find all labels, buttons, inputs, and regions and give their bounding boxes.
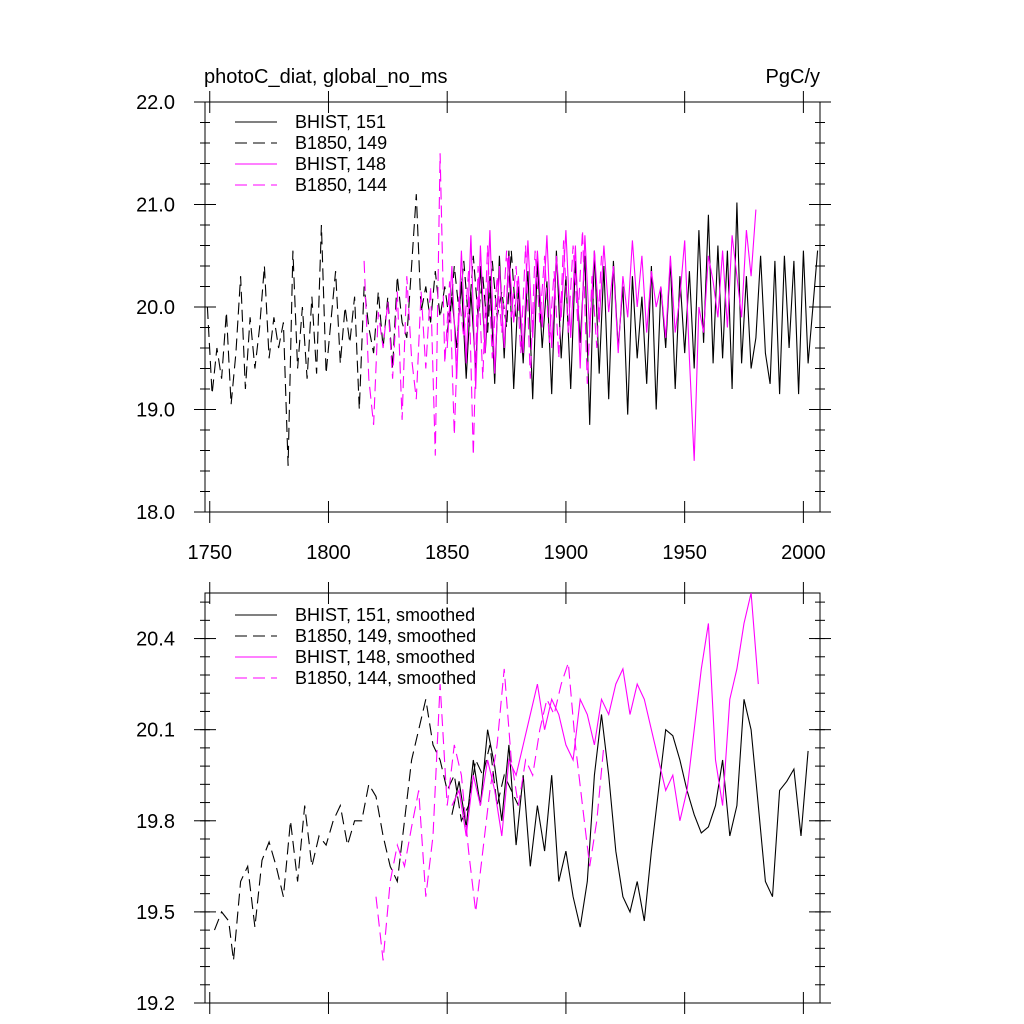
x-tick-label: 1850 [425, 542, 470, 564]
x-tick-label: 1800 [306, 542, 351, 564]
units-label: PgC/y [766, 66, 820, 88]
axes-top: 1750 1800 1850 1900 1950 2000 18.0 19.0 20.0 21.0… [136, 91, 831, 564]
x-tick-label: 1950 [662, 542, 707, 564]
top-panel: 1750 1800 1850 1900 1950 2000 18.0 19.0 20.0 21.0… [136, 91, 831, 564]
y-tick-label: 18.0 [136, 502, 175, 524]
y-tick-label: 20.1 [136, 720, 175, 742]
legend-entry: BHIST, 151 [295, 112, 386, 132]
x-tick-label: 1900 [544, 542, 589, 564]
series-line-bottom-2 [451, 593, 759, 837]
legend-entry: BHIST, 148, smoothed [295, 647, 475, 667]
axes-bottom: 19.2 19.5 19.8 20.1 20.4 [136, 582, 831, 1015]
legend-entry: BHIST, 148 [295, 154, 386, 174]
y-tick-label: 19.0 [136, 400, 175, 422]
legend-entry: B1850, 149 [295, 133, 387, 153]
legend-entry: B1850, 144 [295, 175, 387, 195]
y-tick-label: 20.4 [136, 629, 175, 651]
plot-frame [204, 592, 821, 1004]
series-line-top-0 [446, 202, 819, 425]
bottom-panel: 19.2 19.5 19.8 20.1 20.4 BHIST, 151, smoothed… [136, 582, 831, 1015]
chart-title: photoC_diat, global_no_ms [204, 66, 448, 88]
series-line-top-3 [363, 153, 603, 456]
legend-entry: B1850, 144, smoothed [295, 668, 476, 688]
y-tick-label: 21.0 [136, 195, 175, 217]
legend-entry: B1850, 149, smoothed [295, 626, 476, 646]
series-line-bottom-0 [451, 699, 809, 928]
series-line-top-1 [206, 194, 517, 466]
series-line-bottom-1 [213, 699, 519, 961]
y-tick-label: 19.8 [136, 811, 175, 833]
y-tick-label: 19.5 [136, 902, 175, 924]
series-line-top-2 [446, 209, 757, 461]
y-tick-label: 22.0 [136, 92, 175, 114]
y-tick-label: 19.2 [136, 993, 175, 1015]
y-tick-label: 20.0 [136, 297, 175, 319]
series-line-bottom-3 [375, 662, 605, 961]
legend-entry: BHIST, 151, smoothed [295, 605, 475, 625]
x-tick-label: 1750 [187, 542, 232, 564]
x-tick-label: 2000 [781, 542, 826, 564]
